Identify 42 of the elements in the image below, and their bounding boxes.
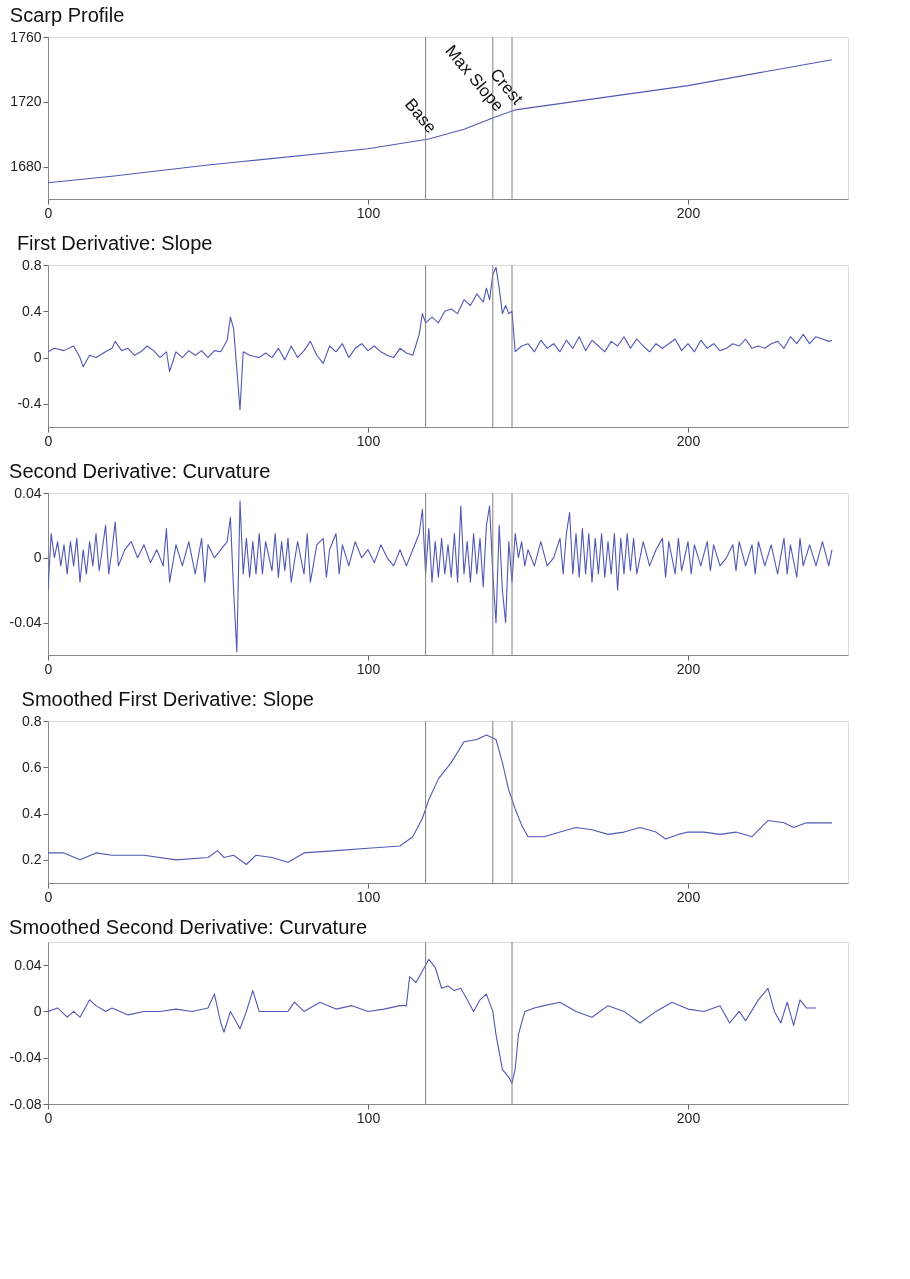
y-tick-label: 0.4 xyxy=(22,805,42,822)
chart-title: Smoothed First Derivative: Slope xyxy=(21,688,314,710)
x-tick-label: 200 xyxy=(676,432,701,449)
x-tick-label: 0 xyxy=(44,660,53,677)
y-tick-label: 1720 xyxy=(10,93,42,110)
y-tick-label: 0.2 xyxy=(22,851,42,868)
x-tick-label: 0 xyxy=(44,888,53,905)
x-tick-label: 200 xyxy=(676,204,701,221)
chart-title: Scarp Profile xyxy=(9,4,125,26)
x-tick-label: 0 xyxy=(44,1109,53,1126)
x-tick-label: 200 xyxy=(676,1109,701,1126)
x-tick-label: 100 xyxy=(356,660,381,677)
chart-title: Smoothed Second Derivative: Curvature xyxy=(9,915,368,938)
y-tick-label: 0.8 xyxy=(22,712,42,729)
x-tick-label: 100 xyxy=(356,888,381,905)
y-tick-label: 0 xyxy=(33,1002,42,1019)
y-tick-label: 1760 xyxy=(10,28,42,45)
y-tick-label: 0.04 xyxy=(14,484,42,501)
x-tick-label: 0 xyxy=(44,432,53,449)
x-tick-label: 100 xyxy=(356,204,381,221)
y-tick-label: -0.4 xyxy=(17,395,42,412)
x-tick-label: 100 xyxy=(356,432,381,449)
line-series xyxy=(48,266,833,411)
y-tick-label: 0 xyxy=(33,349,42,366)
x-tick-label: 200 xyxy=(676,660,701,677)
line-series xyxy=(48,500,833,653)
y-tick-label: 0.4 xyxy=(22,302,42,319)
x-tick-label: 100 xyxy=(356,1109,381,1126)
y-tick-label: 0.8 xyxy=(22,256,42,273)
chart-title: Second Derivative: Curvature xyxy=(9,460,271,482)
line-series xyxy=(48,734,833,866)
chart-title: First Derivative: Slope xyxy=(16,232,213,254)
y-tick-label: 0 xyxy=(33,549,42,566)
y-tick-label: 0.6 xyxy=(22,758,42,775)
y-tick-label: 1680 xyxy=(10,158,42,175)
x-tick-label: 0 xyxy=(44,204,53,221)
y-tick-label: -0.04 xyxy=(9,614,42,631)
y-tick-label: -0.04 xyxy=(9,1049,42,1066)
y-tick-label: 0.04 xyxy=(14,956,42,973)
x-tick-label: 200 xyxy=(676,888,701,905)
line-series xyxy=(48,958,817,1084)
y-tick-label: -0.08 xyxy=(9,1095,42,1112)
